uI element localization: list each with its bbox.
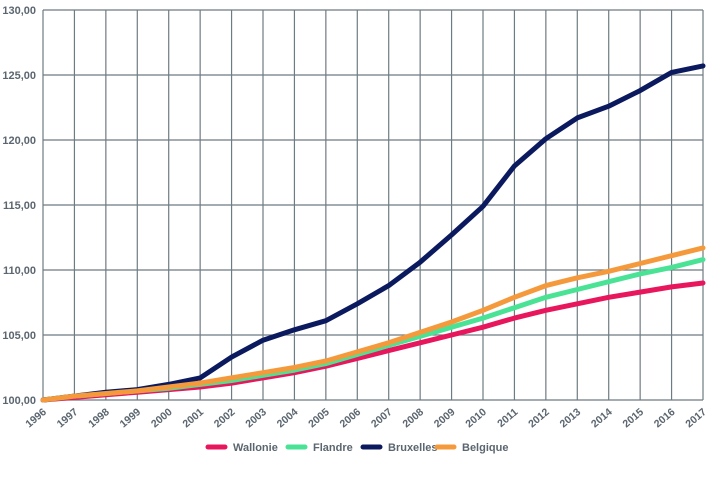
- series-line-flandre: [40, 257, 706, 403]
- series-line-wallonie: [40, 280, 706, 403]
- y-tick-label: 105,00: [2, 330, 36, 342]
- x-tick-label: 2015: [620, 406, 646, 430]
- legend-label-wallonie: Wallonie: [233, 442, 278, 454]
- x-tick-label: 1997: [55, 406, 81, 430]
- x-tick-label: 2010: [463, 406, 489, 430]
- x-tick-label: 2004: [275, 406, 301, 430]
- x-tick-label: 2011: [495, 406, 520, 430]
- x-tick-label: 2016: [652, 406, 678, 430]
- x-tick-label: 1996: [23, 406, 49, 430]
- x-axis-ticks: 1996 1997 1998 1999 2000 2001 2002 2003 2004 2005…: [23, 406, 709, 430]
- y-tick-label: 110,00: [3, 265, 36, 277]
- x-tick-label: 2003: [243, 406, 269, 430]
- legend-label-flandre: Flandre: [313, 442, 353, 454]
- x-tick-label: 2007: [369, 406, 395, 430]
- x-tick-label: 2013: [558, 406, 584, 430]
- y-tick-label: 115,00: [3, 200, 36, 212]
- series-lines: [40, 63, 706, 403]
- series-line-belgique: [40, 245, 706, 403]
- x-tick-label: 2001: [180, 406, 206, 430]
- y-tick-label: 125,00: [2, 70, 36, 82]
- y-axis-ticks: 100,00 105,00 110,00 115,00 120,00 125,00 130,…: [2, 5, 36, 407]
- x-tick-label: 2005: [306, 406, 332, 430]
- x-tick-label: 2000: [149, 406, 175, 430]
- x-tick-label: 1999: [118, 406, 144, 430]
- legend: Wallonie Flandre Bruxelles Belgique: [205, 442, 508, 454]
- x-tick-label: 1998: [86, 406, 112, 430]
- x-tick-label: 2008: [400, 406, 426, 430]
- y-tick-label: 100,00: [2, 395, 36, 407]
- y-tick-label: 130,00: [2, 5, 36, 17]
- legend-label-belgique: Belgique: [462, 442, 508, 454]
- legend-label-bruxelles: Bruxelles: [388, 442, 438, 454]
- x-tick-label: 2012: [526, 406, 552, 430]
- x-tick-label: 2002: [212, 406, 238, 430]
- x-tick-label: 2006: [338, 406, 364, 430]
- x-tick-label: 2017: [683, 406, 709, 430]
- x-tick-label: 2014: [589, 406, 615, 430]
- grid-lines: [42, 9, 704, 401]
- y-tick-label: 120,00: [2, 135, 36, 147]
- x-tick-label: 2009: [432, 406, 458, 430]
